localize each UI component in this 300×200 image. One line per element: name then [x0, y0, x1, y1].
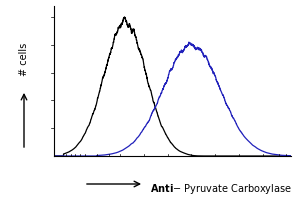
Text: # cells: # cells — [19, 43, 29, 76]
Text: $\mathbf{Anti}$$-$ Pyruvate Carboxylase: $\mathbf{Anti}$$-$ Pyruvate Carboxylase — [150, 182, 292, 196]
